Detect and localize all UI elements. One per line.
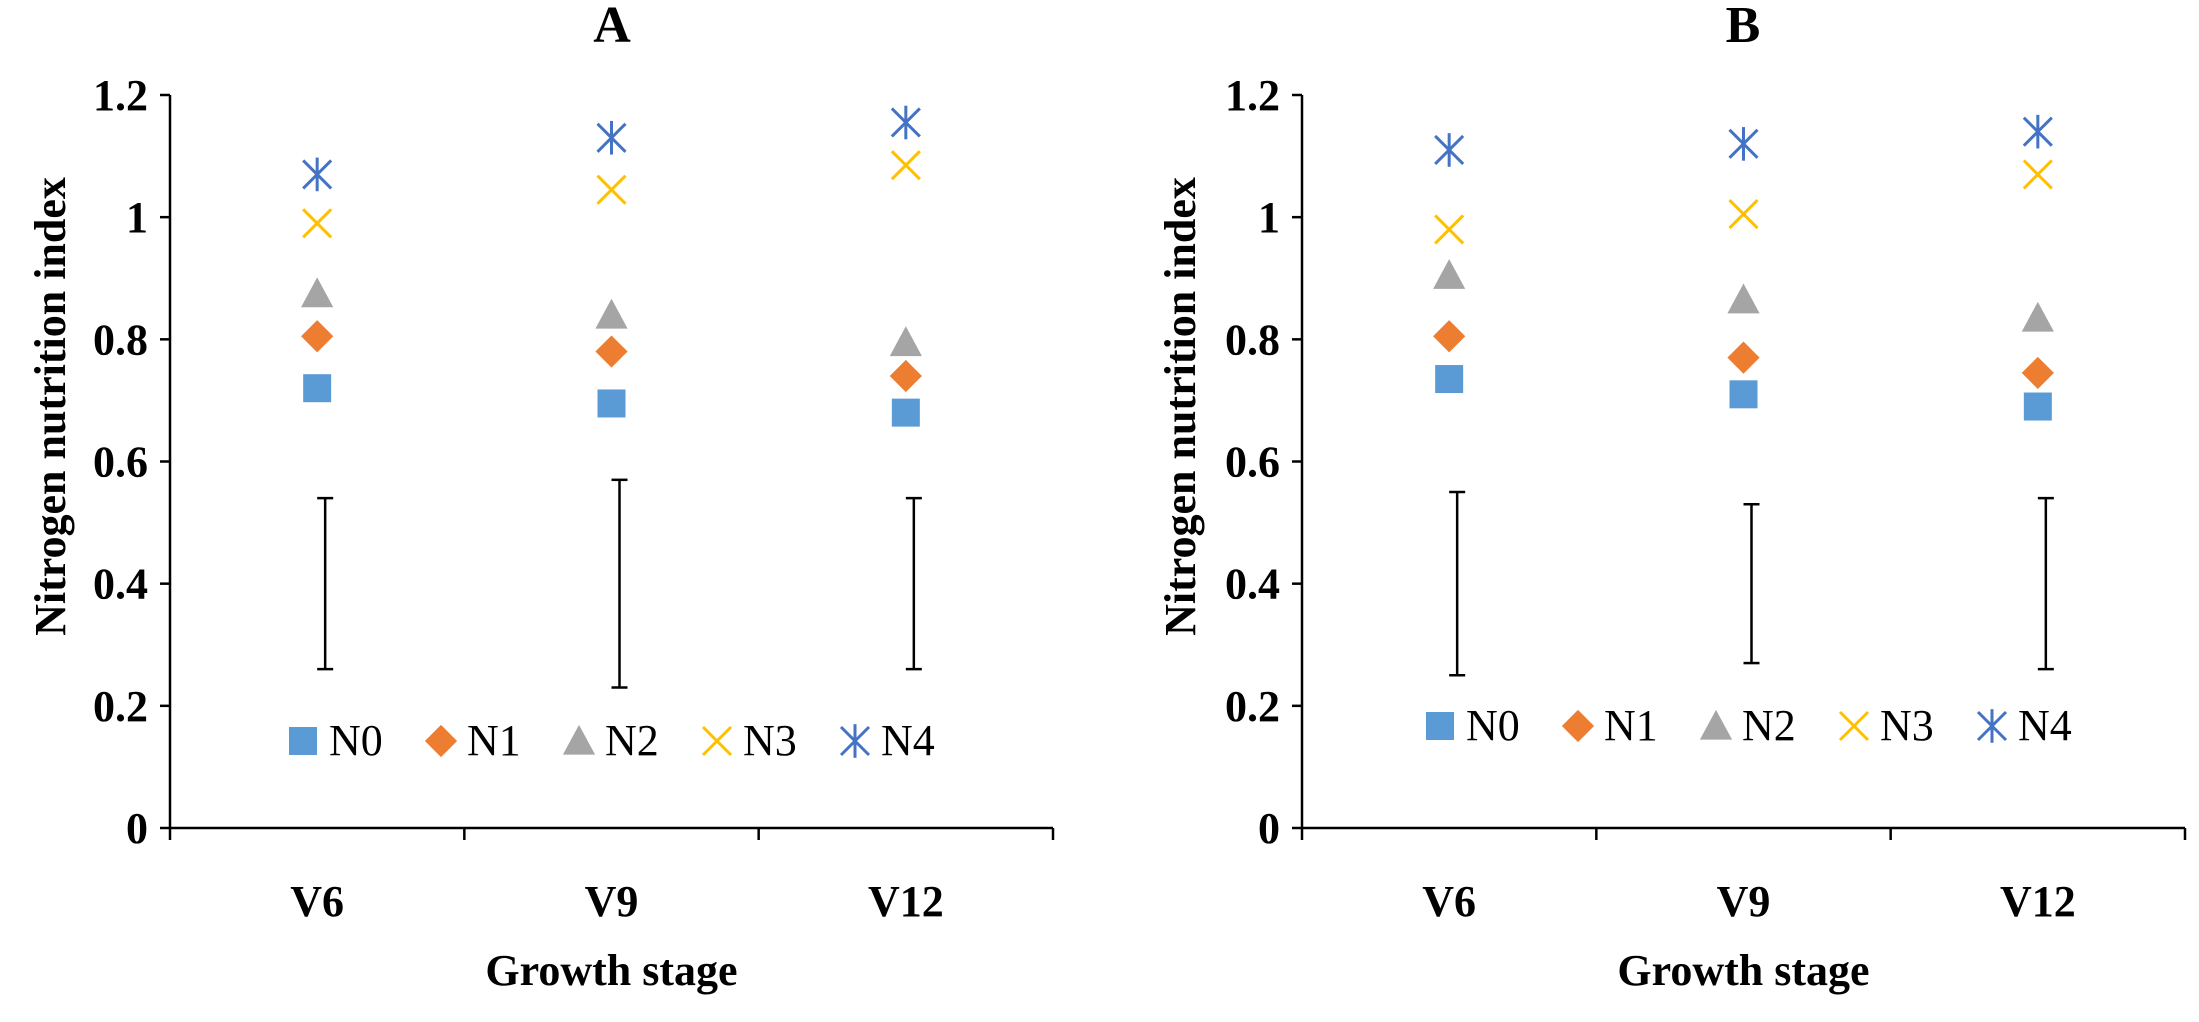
legend-marker-n2	[562, 724, 596, 755]
data-point-n0	[2023, 392, 2052, 421]
legend-marker-n1	[1561, 709, 1595, 743]
y-tick-label: 0	[1258, 804, 1280, 853]
data-point-n2	[889, 326, 922, 357]
data-point-n0	[1435, 365, 1464, 394]
data-point-n2	[595, 298, 628, 329]
data-point-n4	[2022, 114, 2053, 149]
legend-label: N2	[1742, 701, 1796, 750]
data-point-n4	[302, 157, 333, 192]
error-bar	[1449, 490, 1466, 677]
data-point-n1	[889, 359, 922, 393]
data-point-n1	[1433, 320, 1466, 353]
legend-marker-n1	[424, 724, 458, 758]
legend-label: N1	[1604, 701, 1658, 750]
y-tick-label: 1	[126, 193, 148, 242]
x-tick-label: V12	[868, 877, 944, 926]
legend-marker-n4	[1976, 709, 2008, 743]
x-tick-label: V6	[1422, 877, 1476, 926]
legend-marker-n2	[1699, 709, 1733, 740]
data-point-n1	[2021, 356, 2054, 390]
y-tick-label: 1.2	[1225, 71, 1280, 120]
y-tick-label: 0	[126, 804, 148, 853]
data-point-n3	[596, 174, 627, 205]
data-point-n0	[597, 389, 626, 418]
y-tick-label: 0.4	[93, 560, 148, 609]
data-point-n3	[1728, 199, 1759, 230]
data-point-n2	[301, 277, 334, 308]
chart-title: A	[593, 0, 631, 54]
legend: N0 N1 N2 N3 N4	[289, 716, 935, 765]
error-bar	[2037, 496, 2054, 671]
legend-marker-n4	[839, 724, 871, 758]
legend-marker-n0	[1426, 712, 1454, 740]
y-tick-label: 1.2	[93, 71, 148, 120]
data-point-n3	[2022, 159, 2053, 190]
data-point-n0	[891, 398, 920, 427]
chart-panel-a: A 0 0.2 0.4 0.6 0.8 1 1.2 V6 V9 V12 Growth stage Nit…	[26, 0, 1055, 995]
data-point-n4	[890, 105, 921, 140]
y-tick-label: 0.8	[93, 315, 148, 364]
chart-panel-b: B 0 0.2 0.4 0.6 0.8 1 1.2 V6 V9 V12 Growth stage Nit…	[1156, 0, 2187, 995]
y-tick-label: 0.6	[1225, 438, 1280, 487]
error-bar	[317, 496, 334, 671]
y-axis-title: Nitrogen nutrition index	[26, 177, 75, 636]
y-tick-label: 0.2	[1225, 682, 1280, 731]
legend-label: N1	[467, 716, 521, 765]
x-tick-label: V6	[290, 877, 344, 926]
y-axis-title: Nitrogen nutrition index	[1156, 177, 1205, 636]
error-bar	[1743, 503, 1760, 665]
data-point-n4	[1434, 133, 1465, 167]
x-axis-title: Growth stage	[1617, 946, 1869, 995]
legend-label: N3	[1880, 701, 1934, 750]
x-tick-label: V9	[1717, 877, 1771, 926]
x-axis-title: Growth stage	[485, 946, 737, 995]
data-point-n1	[1727, 341, 1760, 374]
legend-label: N4	[2018, 701, 2072, 750]
y-tick-label: 0.6	[93, 438, 148, 487]
legend-label: N0	[329, 716, 383, 765]
data-point-n2	[1727, 283, 1760, 314]
data-point-n3	[890, 150, 921, 181]
data-point-n2	[2021, 301, 2054, 332]
y-tick-label: 1	[1258, 193, 1280, 242]
legend: N0 N1 N2 N3 N4	[1426, 701, 2072, 750]
legend-label: N0	[1466, 701, 1520, 750]
error-bar	[611, 478, 628, 689]
data-point-n0	[1729, 380, 1758, 409]
data-point-n4	[1728, 127, 1759, 161]
data-point-n1	[595, 335, 628, 368]
data-point-n1	[301, 320, 334, 353]
y-tick-label: 0.4	[1225, 560, 1280, 609]
legend-marker-n3	[1838, 710, 1870, 742]
y-tick-label: 0.2	[93, 682, 148, 731]
data-point-n4	[596, 120, 627, 155]
y-tick-label: 0.8	[1225, 315, 1280, 364]
data-point-n3	[1434, 214, 1465, 245]
x-tick-label: V9	[585, 877, 639, 926]
data-point-n0	[303, 374, 332, 403]
data-point-n2	[1433, 259, 1466, 289]
legend-label: N4	[881, 716, 935, 765]
legend-marker-n0	[289, 727, 317, 755]
chart-title: B	[1726, 0, 1761, 54]
x-tick-label: V12	[2000, 877, 2076, 926]
legend-label: N3	[743, 716, 797, 765]
error-bar	[905, 496, 922, 671]
data-point-n3	[302, 208, 333, 239]
legend-marker-n3	[701, 725, 733, 757]
legend-label: N2	[605, 716, 659, 765]
